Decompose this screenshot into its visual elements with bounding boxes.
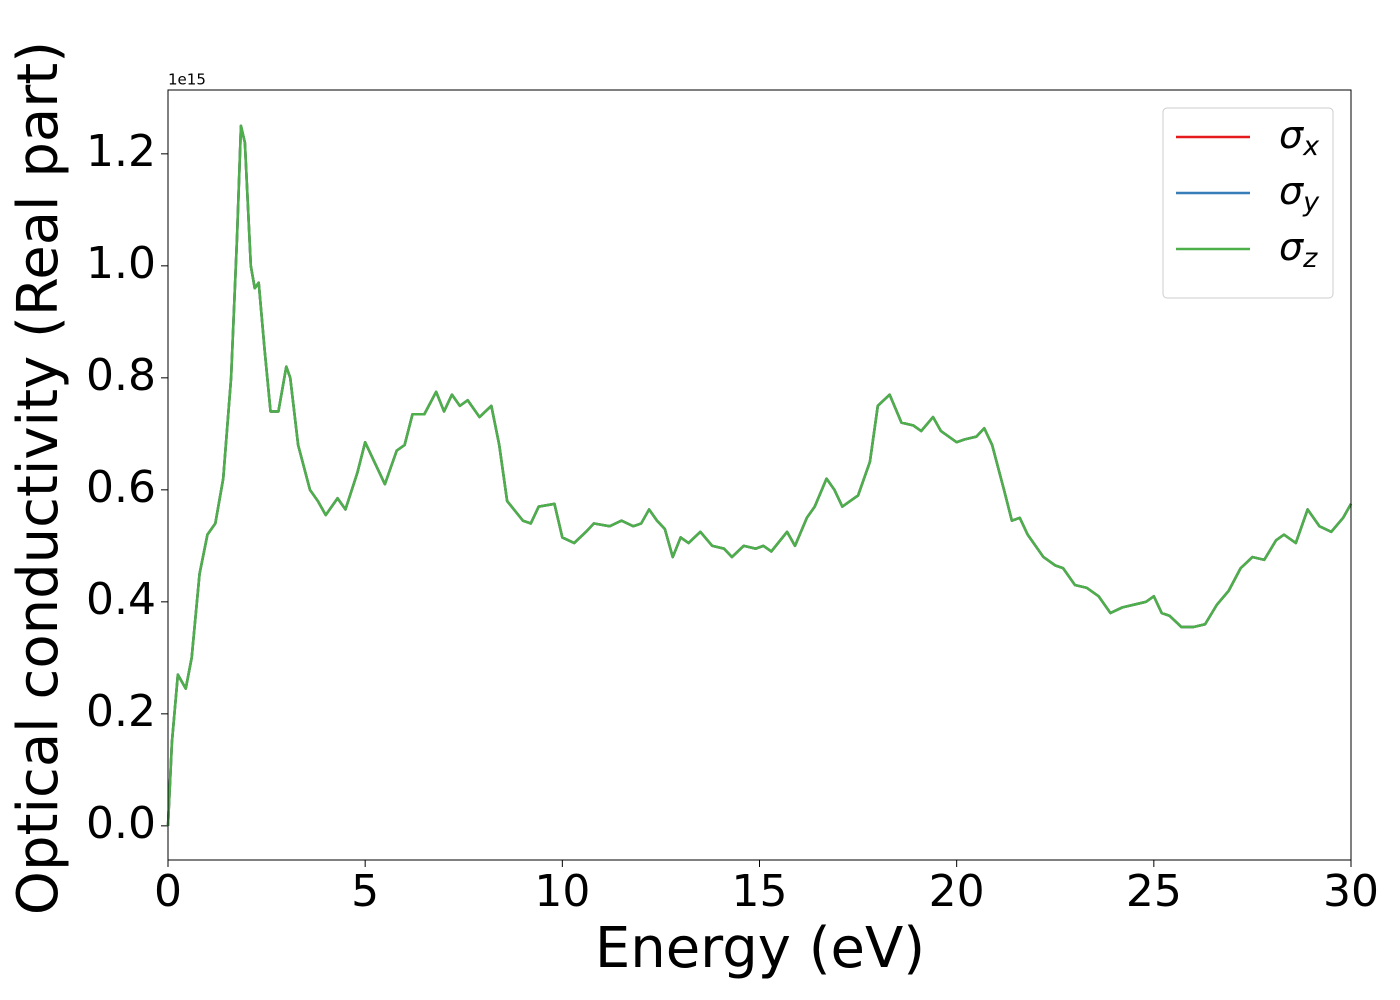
data-line: [166, 124, 1353, 826]
legend: σx σy σz: [1162, 107, 1334, 299]
x-tick-label: 5: [351, 866, 379, 917]
x-tick-label: 20: [929, 866, 985, 917]
y-tick-label: 1.2: [86, 126, 156, 177]
x-tick-label: 25: [1126, 866, 1182, 917]
legend-label: σz: [1279, 225, 1318, 274]
y-tick-label: 0.6: [86, 462, 156, 513]
plot-frame: [167, 89, 1352, 861]
y-tick-label: 0.4: [86, 574, 156, 625]
x-tick-label: 10: [534, 866, 590, 917]
legend-label: σy: [1279, 169, 1320, 218]
y-tick-label: 0.8: [86, 350, 156, 401]
y-tick-label: 1.0: [86, 238, 156, 289]
x-tick-label: 30: [1323, 866, 1379, 917]
y-tick-label: 0.0: [86, 798, 156, 849]
x-tick-label: 0: [154, 866, 182, 917]
legend-box: [1162, 107, 1334, 299]
y-axis-label: Optical conductivity (Real part): [6, 41, 71, 915]
x-axis-label: Energy (eV): [595, 916, 925, 981]
offset-label: 1e15: [168, 71, 206, 89]
legend-label: σx: [1279, 113, 1320, 162]
x-tick-label: 15: [732, 866, 788, 917]
y-tick-label: 0.2: [86, 686, 156, 737]
